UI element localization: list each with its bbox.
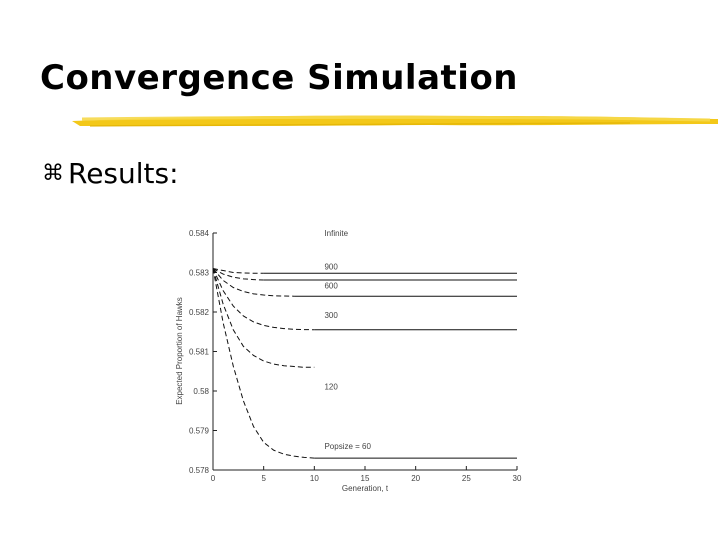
- x-tick-label: 20: [411, 474, 420, 483]
- x-ticks: 0 5 10 15 20 25 30: [211, 466, 522, 483]
- series-line-600: [212, 268, 295, 297]
- y-tick-label: 0.579: [189, 427, 210, 436]
- slide-title: Convergence Simulation: [40, 58, 519, 98]
- x-tick-label: 10: [310, 474, 319, 483]
- y-ticks: 0.578 0.579 0.58 0.581 0.582 0.583 0.584: [189, 229, 217, 475]
- z-bullet-icon: ⌘: [42, 161, 64, 186]
- series-label: 120: [324, 382, 338, 391]
- series-line-popsize-60: [212, 268, 315, 459]
- x-tick-label: 25: [462, 474, 471, 483]
- x-tick-label: 15: [361, 474, 370, 483]
- series-line-300: [212, 268, 315, 331]
- convergence-chart: 0.578 0.579 0.58 0.581 0.582 0.583 0.584 0 5 10 1…: [175, 229, 522, 493]
- x-axis-label: Generation, t: [342, 484, 389, 493]
- y-tick-label: 0.581: [189, 348, 210, 357]
- series-label: 300: [324, 311, 338, 320]
- series-line-900: [212, 268, 264, 281]
- y-tick-label: 0.583: [189, 269, 210, 278]
- x-tick-label: 5: [261, 474, 266, 483]
- title-underline: [72, 115, 718, 127]
- series-lines: [212, 268, 517, 459]
- bullet-text: Results:: [68, 157, 179, 190]
- series-label: Popsize = 60: [324, 442, 371, 451]
- series-label: 600: [324, 281, 338, 290]
- y-axis-label: Expected Proportion of Hawks: [175, 297, 184, 405]
- y-tick-label: 0.578: [189, 466, 210, 475]
- y-tick-label: 0.58: [193, 387, 209, 396]
- y-tick-label: 0.584: [189, 229, 210, 238]
- bullet-item: ⌘ Results:: [42, 157, 179, 190]
- series-line-120: [212, 268, 315, 368]
- series-line-infinite: [212, 268, 264, 274]
- x-tick-label: 30: [513, 474, 522, 483]
- x-tick-label: 0: [211, 474, 216, 483]
- series-label: 900: [324, 263, 338, 272]
- series-labels: Infinite 900 600 300 120 Popsize = 60: [324, 229, 371, 451]
- y-tick-label: 0.582: [189, 308, 210, 317]
- series-label: Infinite: [324, 229, 348, 238]
